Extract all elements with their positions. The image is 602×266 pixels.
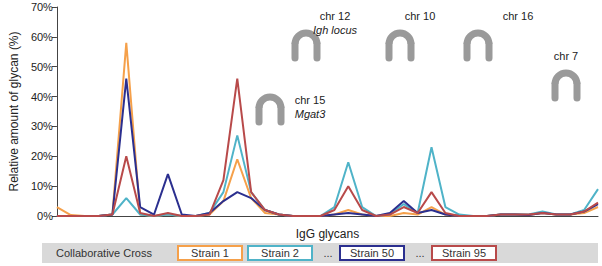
svg-text:Strain 95: Strain 95 — [442, 247, 486, 259]
svg-text:chr 15: chr 15 — [295, 94, 326, 106]
svg-text:Strain 1: Strain 1 — [191, 247, 229, 259]
svg-text:Collaborative Cross: Collaborative Cross — [56, 247, 152, 259]
svg-text:60%: 60% — [31, 31, 53, 43]
svg-text:IgG glycans: IgG glycans — [296, 227, 359, 241]
svg-text:Mgat3: Mgat3 — [295, 108, 326, 120]
svg-text:40%: 40% — [31, 91, 53, 103]
svg-text:0%: 0% — [37, 210, 53, 222]
svg-text:30%: 30% — [31, 120, 53, 132]
svg-text:10%: 10% — [31, 180, 53, 192]
svg-text:chr 7: chr 7 — [554, 50, 578, 62]
svg-text:Relative amount of glycan (%): Relative amount of glycan (%) — [7, 31, 21, 191]
svg-text:Igh locus: Igh locus — [313, 24, 358, 36]
svg-text:Strain 2: Strain 2 — [261, 247, 299, 259]
svg-text:20%: 20% — [31, 150, 53, 162]
svg-text:chr 16: chr 16 — [503, 10, 534, 22]
svg-text:chr 10: chr 10 — [405, 10, 436, 22]
svg-text:Strain 50: Strain 50 — [350, 247, 394, 259]
svg-text:70%: 70% — [31, 1, 53, 13]
svg-text:...: ... — [415, 247, 424, 259]
svg-text:50%: 50% — [31, 61, 53, 73]
svg-text:chr 12: chr 12 — [320, 10, 351, 22]
svg-text:...: ... — [323, 247, 332, 259]
